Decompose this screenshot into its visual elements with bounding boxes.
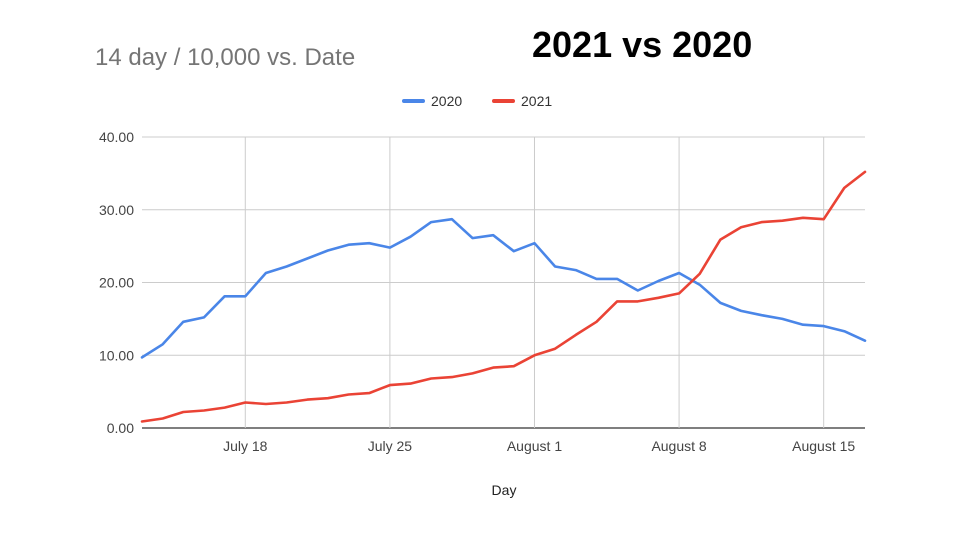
legend-label-2021: 2021 — [521, 93, 552, 109]
x-axis-label: Day — [492, 482, 517, 498]
x-tick-label: July 18 — [223, 438, 268, 454]
series-lines — [140, 170, 867, 423]
y-tick-label: 20.00 — [99, 275, 134, 291]
x-tick-label: August 15 — [792, 438, 855, 454]
y-tick-label: 40.00 — [99, 129, 134, 145]
y-tick-label: 0.00 — [107, 420, 134, 436]
x-axis-tick-labels: July 18 July 25 August 1 August 8 August 15 — [223, 438, 855, 454]
chart-title: 14 day / 10,000 vs. Date — [95, 44, 356, 71]
x-tick-label: August 8 — [651, 438, 706, 454]
gridlines — [142, 136, 865, 429]
slide-title: 2021 vs 2020 — [532, 24, 753, 65]
legend: 2020 2021 — [402, 93, 552, 109]
x-tick-label: July 25 — [368, 438, 413, 454]
x-tick-label: August 1 — [507, 438, 562, 454]
y-tick-label: 30.00 — [99, 202, 134, 218]
y-tick-label: 10.00 — [99, 347, 134, 363]
series-line-2020 — [140, 217, 867, 359]
y-axis-tick-labels: 0.00 10.00 20.00 30.00 40.00 — [99, 129, 134, 436]
series-line-2021 — [140, 170, 867, 423]
legend-label-2020: 2020 — [431, 93, 462, 109]
